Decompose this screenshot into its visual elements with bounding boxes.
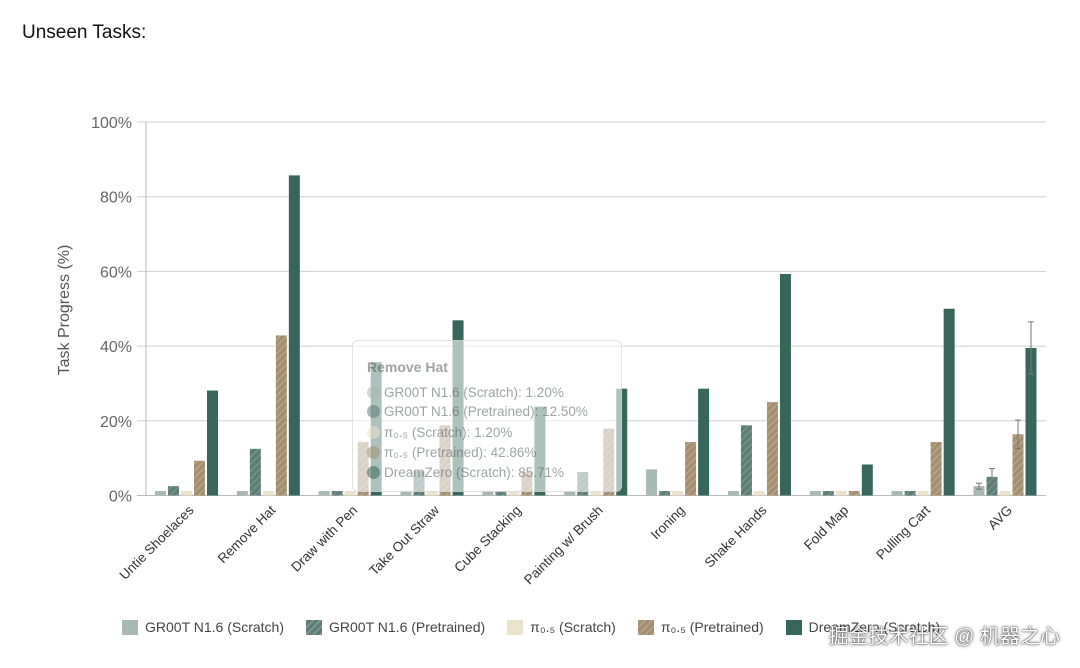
bar[interactable] — [482, 491, 494, 496]
bar[interactable] — [999, 491, 1011, 496]
legend-swatch-icon — [637, 619, 654, 635]
bar[interactable] — [262, 491, 274, 496]
bar[interactable] — [400, 491, 412, 496]
bar[interactable] — [698, 388, 710, 496]
legend-swatch-icon — [122, 619, 138, 635]
x-tick-label: Ironing — [648, 503, 688, 543]
x-tick-label: Untie Shoelaces — [116, 502, 196, 582]
bar[interactable] — [590, 491, 602, 496]
bar[interactable] — [426, 491, 438, 496]
y-tick-label: 80% — [100, 190, 132, 207]
bar[interactable] — [685, 442, 697, 496]
bar[interactable] — [943, 308, 955, 496]
y-tick-label: 20% — [100, 414, 132, 431]
legend-item[interactable]: π₀.₅ (Scratch) — [507, 619, 616, 635]
legend-item[interactable]: GR00T N1.6 (Pretrained) — [306, 619, 485, 635]
bar[interactable] — [194, 460, 205, 496]
bar[interactable] — [331, 491, 343, 496]
bar[interactable] — [753, 491, 765, 496]
tooltip-row: DreamZero (Scratch): 85.71% — [367, 465, 564, 480]
bar[interactable] — [181, 491, 192, 496]
bar[interactable] — [766, 402, 778, 496]
bar[interactable] — [344, 491, 356, 496]
y-tick-label: 60% — [100, 264, 132, 281]
bar[interactable] — [740, 425, 752, 496]
x-tick-label: Remove Hat — [215, 502, 279, 566]
bar[interactable] — [835, 491, 847, 496]
legend-swatch-icon — [306, 619, 323, 635]
bar[interactable] — [930, 442, 942, 496]
legend-swatch-icon — [507, 619, 524, 635]
bar[interactable] — [891, 491, 903, 496]
section-heading: Unseen Tasks: — [22, 22, 147, 43]
bar[interactable] — [904, 491, 916, 496]
bar[interactable] — [779, 274, 791, 496]
bar[interactable] — [275, 335, 287, 496]
error-bar — [1028, 321, 1034, 375]
error-bar — [976, 482, 982, 490]
x-tick-label: Cube Stacking — [451, 503, 524, 576]
legend-item[interactable]: DreamZero (Scratch) — [785, 619, 940, 635]
y-axis-label: Task Progress (%) — [56, 245, 73, 376]
bar[interactable] — [727, 491, 739, 496]
bar[interactable] — [973, 486, 985, 496]
error-bar — [989, 468, 995, 486]
tooltip-row: π₀.₅ (Scratch): 1.20% — [367, 425, 512, 440]
x-tick-label: Shake Hands — [702, 502, 770, 570]
legend-item[interactable]: π₀.₅ (Pretrained) — [637, 619, 764, 635]
tooltip-row: GR00T N1.6 (Pretrained): 12.50% — [367, 404, 588, 419]
hover-tooltip: Remove Hat GR00T N1.6 (Scratch): 1.20% G… — [352, 340, 622, 492]
bar[interactable] — [318, 491, 330, 496]
error-bar — [1015, 419, 1021, 449]
bar[interactable] — [672, 491, 684, 496]
x-tick-label: Take Out Straw — [366, 502, 442, 578]
bar[interactable] — [917, 491, 929, 496]
bar[interactable] — [822, 491, 834, 496]
bar[interactable] — [646, 469, 658, 496]
y-tick-labels: 0% 20% 40% 60% 80% 100% — [91, 115, 132, 506]
bar[interactable] — [1025, 347, 1037, 496]
bar[interactable] — [495, 491, 507, 496]
x-tick-label: AVG — [985, 503, 1015, 533]
bar[interactable] — [288, 175, 300, 496]
bar[interactable] — [659, 491, 671, 496]
chart-legend: GR00T N1.6 (Scratch) GR00T N1.6 (Pretrai… — [122, 619, 940, 635]
y-tick-label: 0% — [109, 489, 132, 506]
x-tick-label: Draw with Pen — [288, 503, 360, 575]
tooltip-title: Remove Hat — [367, 359, 448, 375]
bar[interactable] — [207, 390, 218, 496]
bar[interactable] — [508, 491, 520, 496]
bar[interactable] — [168, 486, 179, 496]
legend-item[interactable]: GR00T N1.6 (Scratch) — [122, 619, 284, 635]
bar[interactable] — [155, 491, 166, 496]
x-tick-label: Pulling Cart — [873, 502, 933, 562]
y-tick-label: 40% — [100, 339, 132, 356]
tooltip-row: GR00T N1.6 (Scratch): 1.20% — [367, 385, 564, 400]
x-tick-labels: Untie Shoelaces Remove Hat Draw with Pen Ta… — [116, 502, 1015, 587]
bar[interactable] — [1012, 434, 1024, 496]
bar[interactable] — [848, 491, 860, 496]
bar[interactable] — [809, 491, 821, 496]
tooltip-row: π₀.₅ (Pretrained): 42.86% — [367, 445, 536, 460]
y-tick-label: 100% — [91, 115, 132, 132]
x-tick-label: Painting w/ Brush — [521, 503, 606, 588]
bar[interactable] — [564, 491, 576, 496]
bar[interactable] — [861, 464, 873, 496]
watermark: 掘金技术社区 @ 机器之心 — [828, 626, 1060, 648]
bar[interactable] — [249, 448, 261, 496]
legend-swatch-icon — [785, 619, 802, 635]
bar[interactable] — [236, 491, 248, 496]
bar[interactable] — [986, 476, 998, 496]
x-tick-label: Fold Map — [801, 503, 851, 553]
